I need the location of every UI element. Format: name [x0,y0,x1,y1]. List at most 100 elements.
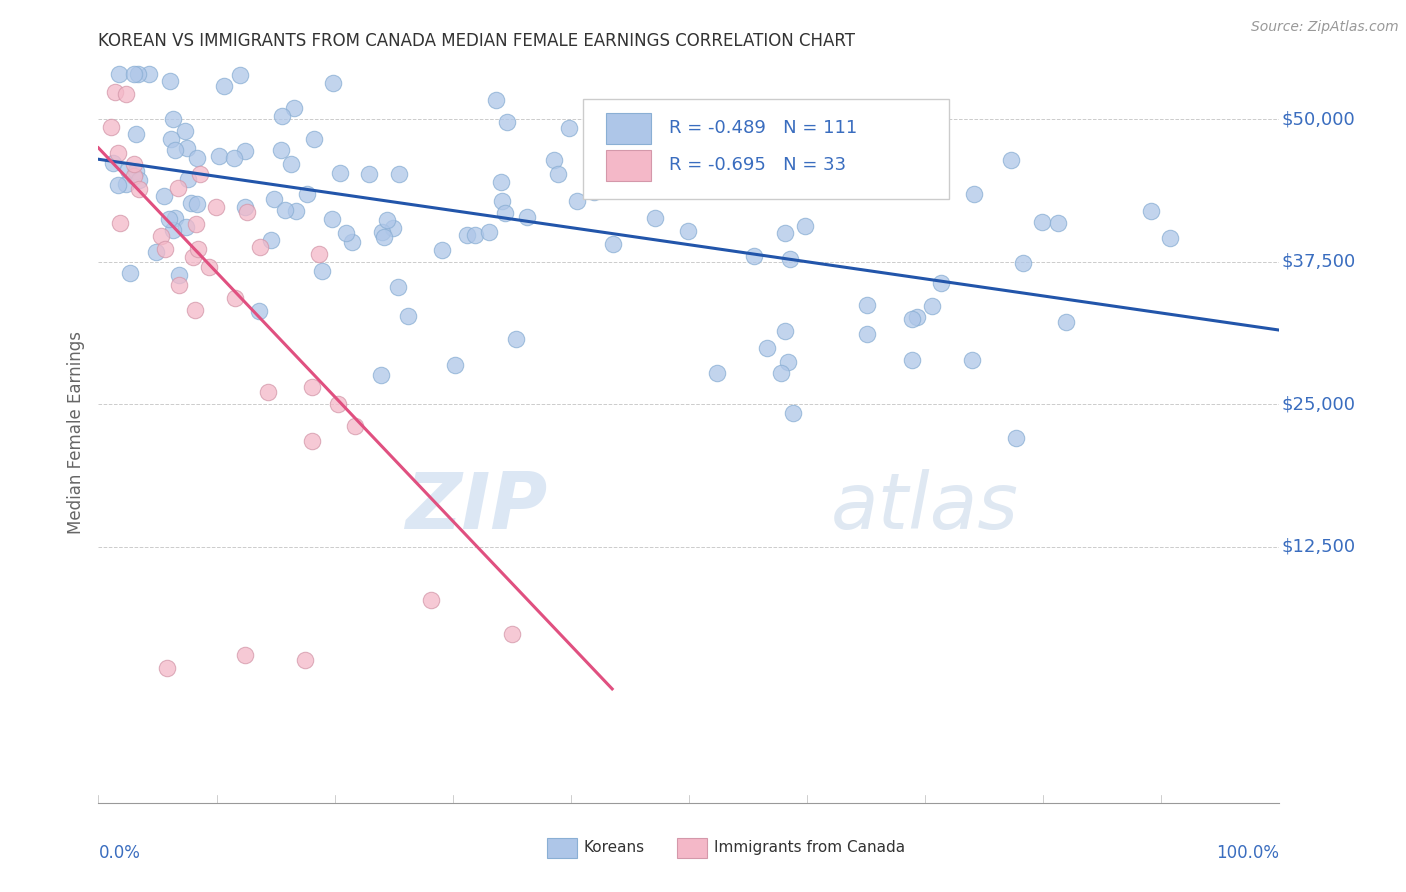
Point [1031,215,1053,229]
Point [270,109,292,123]
Point [224,151,246,165]
Point [565,194,588,208]
Point [224,291,246,305]
Point [165,143,187,157]
Point [678,224,700,238]
Point [157,212,180,227]
Point [152,189,174,203]
Point [1005,431,1028,445]
Point [283,101,305,115]
Point [901,311,924,326]
Point [228,68,250,82]
Point [543,153,565,168]
Point [156,661,179,675]
Point [373,230,395,244]
Point [311,264,333,278]
Point [706,366,728,380]
Point [782,406,804,420]
Point [124,169,146,183]
Point [284,204,307,219]
Point [1000,153,1022,167]
Point [794,219,817,233]
Point [127,67,149,81]
Point [496,115,519,129]
Point [153,242,176,256]
Point [602,237,624,252]
Point [117,162,139,177]
Point [905,310,928,324]
Point [464,228,486,243]
Point [107,67,129,81]
FancyBboxPatch shape [582,99,949,200]
Point [236,204,259,219]
Point [208,149,231,163]
Point [558,121,581,136]
Point [921,299,943,313]
Text: $12,500: $12,500 [1282,538,1355,556]
Point [769,366,792,380]
Point [340,235,363,250]
FancyBboxPatch shape [606,150,651,181]
Y-axis label: Median Female Earnings: Median Female Earnings [67,331,86,534]
Point [138,67,160,81]
Point [505,332,527,346]
Point [582,185,605,199]
Point [388,167,411,181]
Point [197,260,219,274]
Point [443,358,465,372]
Point [962,187,984,202]
Point [263,192,285,206]
Point [122,67,145,81]
Text: KOREAN VS IMMIGRANTS FROM CANADA MEDIAN FEMALE EARNINGS CORRELATION CHART: KOREAN VS IMMIGRANTS FROM CANADA MEDIAN … [98,32,855,50]
Point [329,166,352,180]
Text: $25,000: $25,000 [1282,395,1355,413]
Point [485,93,508,107]
FancyBboxPatch shape [547,838,576,858]
Point [773,324,796,338]
Point [856,298,879,312]
Point [177,172,200,186]
Point [478,225,501,239]
Point [186,151,208,165]
Text: 0.0%: 0.0% [98,844,141,862]
Point [173,124,195,138]
Point [321,211,343,226]
Point [162,222,184,236]
Point [501,627,523,641]
Point [547,167,569,181]
Point [162,112,184,127]
Point [145,244,167,259]
Text: R = -0.489   N = 111: R = -0.489 N = 111 [669,120,858,137]
Point [359,167,381,181]
Point [301,380,323,394]
Text: atlas: atlas [831,468,1018,545]
Point [1054,315,1077,329]
Point [644,211,666,226]
Point [167,268,190,282]
Point [188,167,211,181]
Point [335,226,357,240]
Text: R = -0.695   N = 33: R = -0.695 N = 33 [669,156,846,174]
Point [100,120,122,134]
Point [270,143,292,157]
Text: $37,500: $37,500 [1282,252,1355,271]
Point [280,157,302,171]
Point [763,124,786,138]
Point [184,217,207,231]
Point [174,219,197,234]
Point [396,309,419,323]
Text: $50,000: $50,000 [1282,111,1355,128]
Point [249,240,271,254]
Point [491,194,513,208]
Point [233,200,256,214]
Point [128,182,150,196]
Text: ZIP: ZIP [405,468,547,545]
Point [901,352,924,367]
Point [233,144,256,158]
Point [256,384,278,399]
Point [247,304,270,318]
Point [516,211,538,225]
Point [370,368,392,382]
Point [260,233,283,247]
Point [183,250,205,264]
